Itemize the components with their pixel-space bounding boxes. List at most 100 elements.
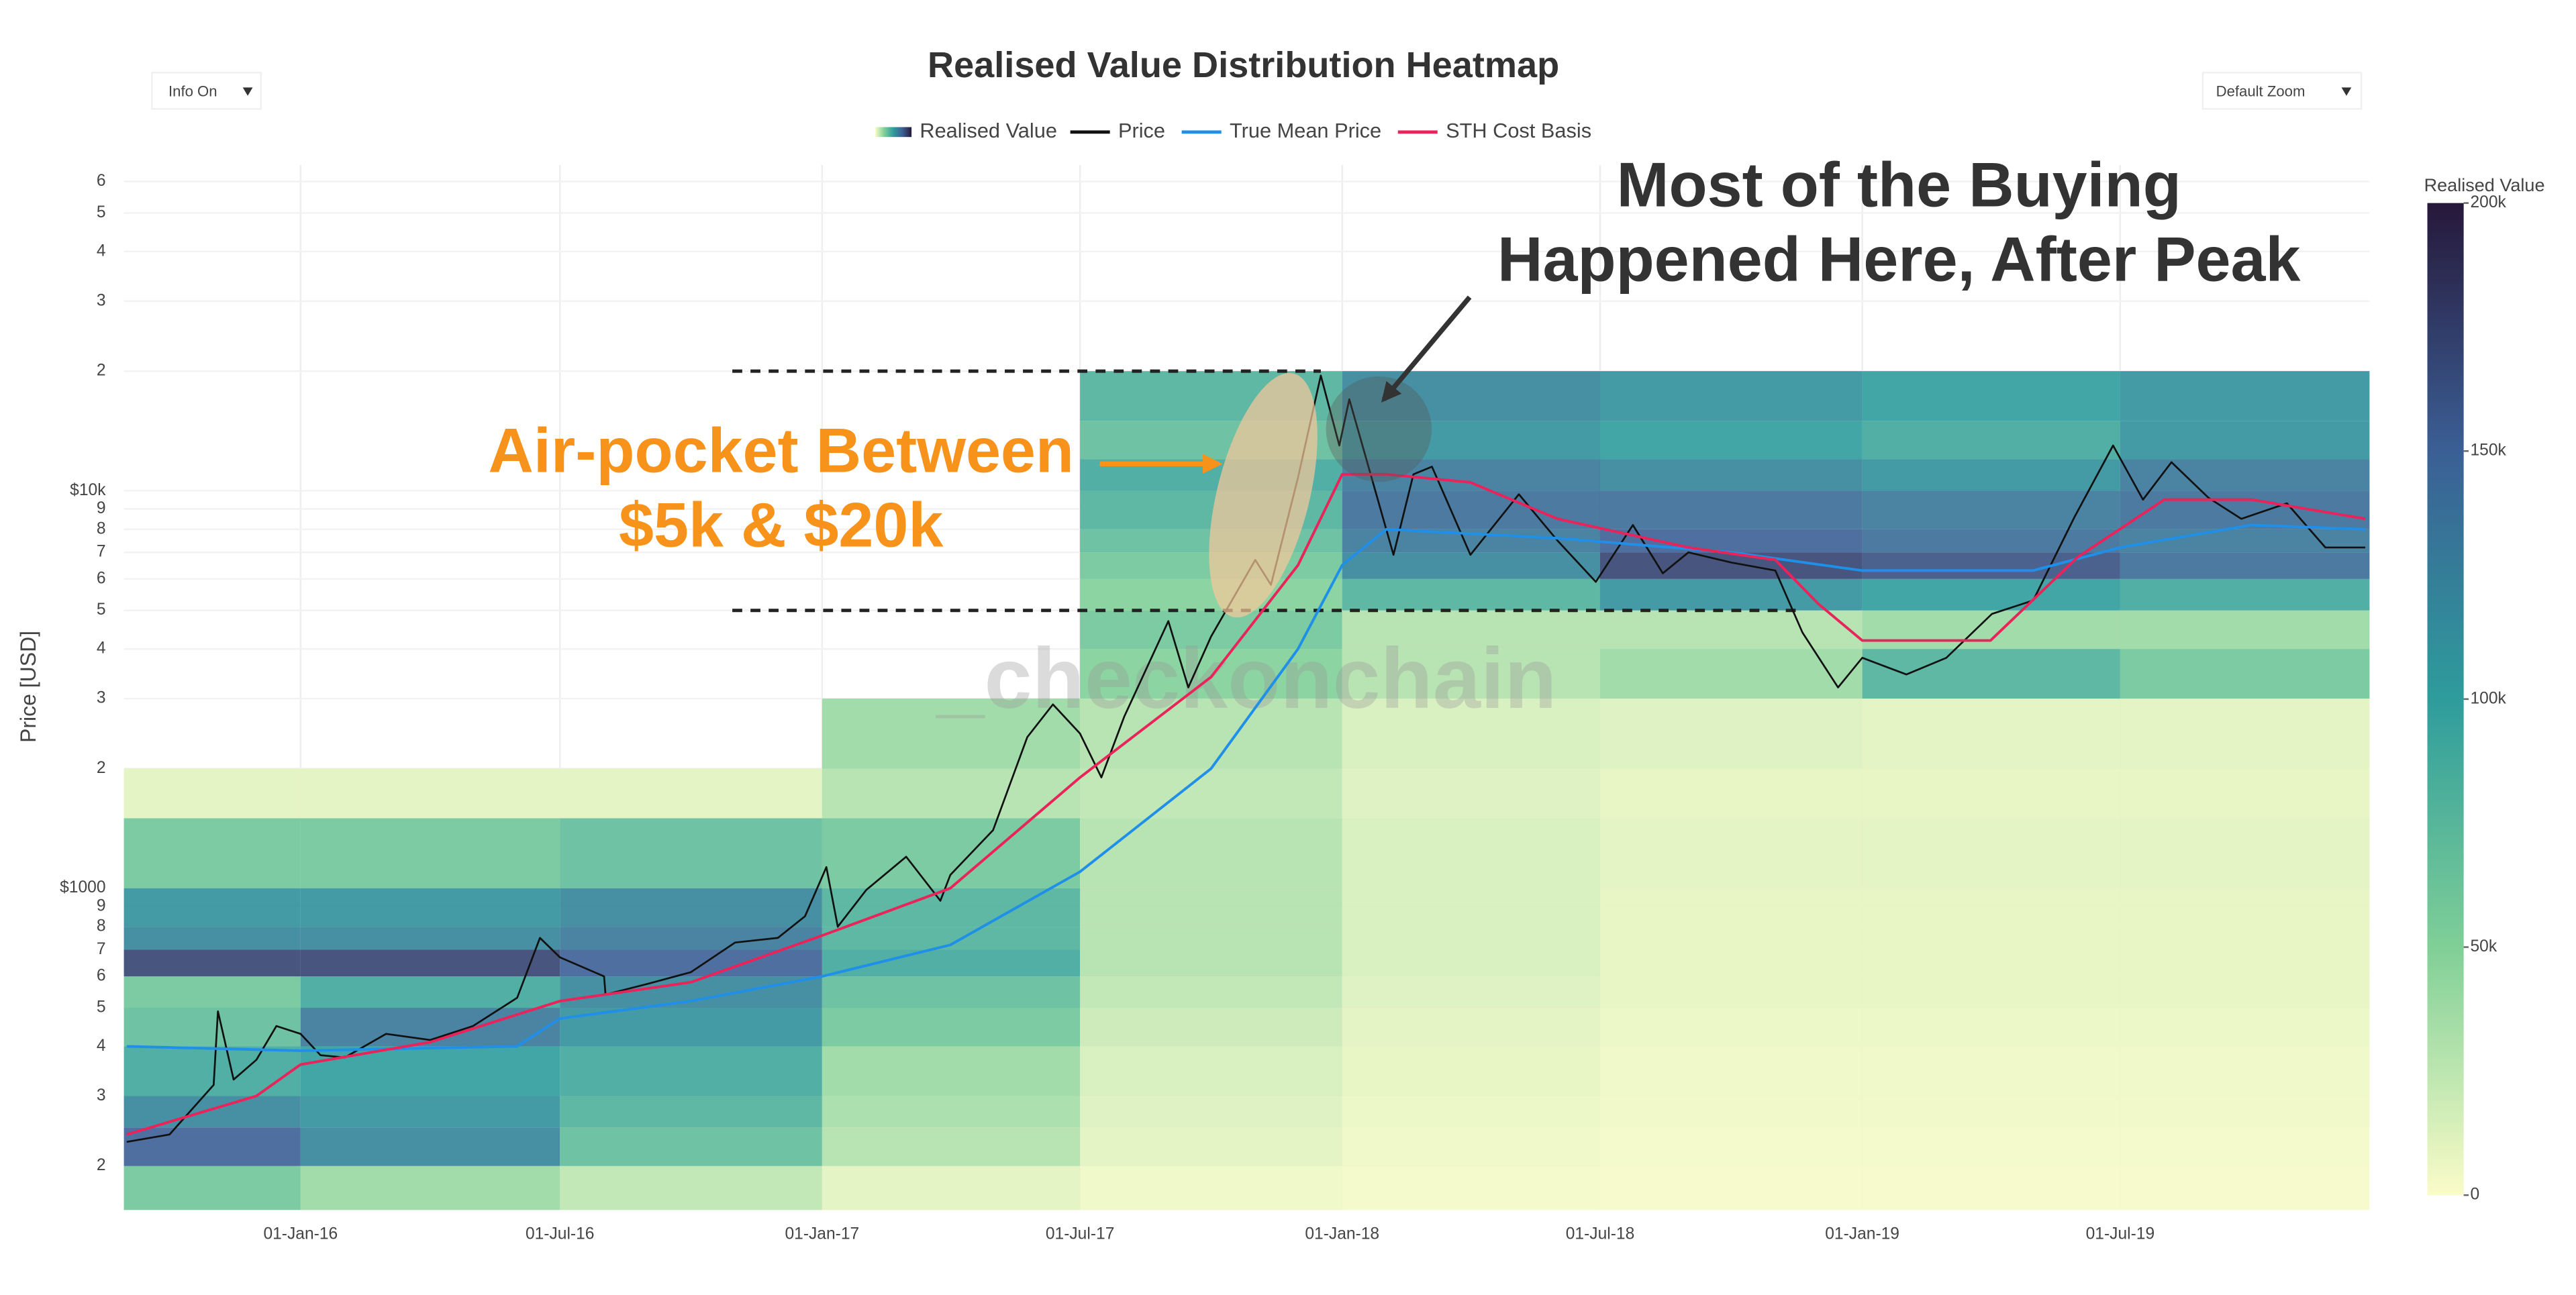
heatmap-cell [1862, 818, 2120, 888]
y-tick-label: 5 [97, 203, 106, 221]
plot-area: _checkonchain [123, 165, 2370, 1210]
heatmap-cell [1862, 371, 2120, 421]
heatmap-cell [560, 1008, 822, 1047]
heatmap-cell [1599, 1127, 1863, 1166]
annotation: Most of the Buying [1617, 150, 2181, 220]
heatmap-cell [822, 1008, 1081, 1047]
heatmap-cell [1599, 1046, 1863, 1096]
heatmap-cell [300, 1166, 560, 1210]
dropdown[interactable]: Info On [151, 72, 262, 110]
heatmap-cell [1599, 768, 1863, 819]
heatmap-cell [822, 698, 1081, 769]
dropdown-icon[interactable] [242, 87, 253, 96]
y-tick-label: 8 [97, 917, 106, 935]
heatmap-cell [2120, 1127, 2370, 1166]
x-tick-label: 01-Jan-19 [1825, 1225, 1899, 1243]
heatmap-cell [1080, 927, 1342, 950]
heatmap-cell [1342, 1096, 1600, 1128]
heatmap-cell [123, 1046, 301, 1096]
heatmap-cell [2120, 818, 2370, 888]
line-series [126, 374, 2366, 1143]
heatmap-cell [1342, 927, 1600, 950]
x-tick-label: 01-Jan-18 [1305, 1225, 1379, 1243]
heatmap-cell [1342, 610, 1600, 650]
x-tick-label: 01-Jul-18 [1566, 1225, 1635, 1243]
heatmap-cell [2120, 371, 2370, 421]
y-tick-label: 7 [97, 940, 106, 958]
heatmap-cell [1080, 818, 1342, 888]
heatmap-cell [1080, 976, 1342, 1008]
heatmap-cell [1599, 1008, 1863, 1047]
colorbar-tick-label: 150k [2470, 442, 2506, 460]
heatmap-cell [1862, 610, 2120, 650]
heatmap-cell [2120, 610, 2370, 650]
colorbar-tick-label: 100k [2470, 689, 2506, 707]
heatmap-cell [1342, 1008, 1600, 1047]
heatmap-cell [1599, 529, 1863, 553]
heatmap-cell [123, 976, 301, 1008]
heatmap-cell [123, 1166, 301, 1210]
heatmap-cell [560, 927, 822, 950]
y-tick-label: 3 [97, 689, 106, 707]
heatmap-cell [822, 818, 1081, 888]
heatmap-cell [300, 1127, 560, 1166]
x-tick-label: 01-Jul-16 [526, 1225, 595, 1243]
heatmap-cell [560, 1096, 822, 1128]
heatmap-cell [123, 768, 301, 819]
heatmap-cell [123, 1127, 301, 1166]
y-tick-label: 6 [97, 569, 106, 587]
heatmap-cell [123, 1008, 301, 1047]
heatmap-cell [1342, 578, 1600, 611]
y-tick-label: 4 [97, 242, 106, 260]
heatmap-cell [1862, 490, 2120, 529]
heatmap-cell [300, 1096, 560, 1128]
heatmap-cell [1080, 610, 1342, 650]
heatmap-cell [1862, 1096, 2120, 1128]
dropdown-box[interactable] [2201, 72, 2363, 110]
heatmap-cell [1599, 490, 1863, 529]
heatmap-cell [1342, 1166, 1600, 1210]
y-tick-label: $1000 [60, 878, 105, 896]
heatmap-cell [560, 1127, 822, 1166]
heatmap-cell [822, 1046, 1081, 1096]
heatmap-cell [2120, 698, 2370, 769]
heatmap-cell [2120, 1166, 2370, 1210]
heatmap-cell [300, 949, 560, 977]
heatmap-cell [1599, 649, 1863, 699]
y-tick-label: 7 [97, 543, 106, 561]
y-tick-label: 6 [97, 967, 106, 985]
y-tick-label: 2 [97, 759, 106, 777]
heatmap-cell [1599, 371, 1863, 421]
heatmap-cell [1862, 529, 2120, 553]
heatmap-cell [2120, 976, 2370, 1008]
line-series [126, 523, 2366, 1052]
heatmap-cell [1342, 649, 1600, 699]
heatmap-cell [1080, 1046, 1342, 1096]
dropdown-label[interactable]: Default Zoom [2216, 83, 2306, 100]
dropdown-label[interactable]: Info On [168, 83, 217, 100]
dropdown[interactable]: Default Zoom [2201, 72, 2363, 110]
heatmap-cell [560, 888, 822, 927]
heatmap-cell [1599, 818, 1863, 888]
dropdown-box[interactable] [151, 72, 262, 110]
y-tick-label: 5 [97, 998, 106, 1017]
y-tick-label: 8 [97, 519, 106, 537]
heatmap-cell [1080, 1096, 1342, 1128]
y-tick-label: 9 [97, 896, 106, 915]
dropdown-icon[interactable] [2341, 87, 2352, 96]
y-tick-label: 3 [97, 291, 106, 309]
legend: Realised Value Price True Mean Price STH Co… [875, 119, 1591, 142]
colorbar-gradient [2427, 203, 2464, 1196]
heatmap-cell [1599, 976, 1863, 1008]
heatmap-cell [123, 888, 301, 927]
heatmap-cell [560, 1166, 822, 1210]
heatmap-cell [300, 1046, 560, 1096]
heatmap-cell [300, 976, 560, 1008]
chart-title: Realised Value Distribution Heatmap [928, 45, 1559, 85]
legend-label: True Mean Price [1230, 119, 1381, 142]
heatmap-cell [1080, 649, 1342, 699]
heatmap-cell [1599, 459, 1863, 491]
heatmap-cell [1599, 949, 1863, 977]
heatmap-cell [560, 768, 822, 819]
